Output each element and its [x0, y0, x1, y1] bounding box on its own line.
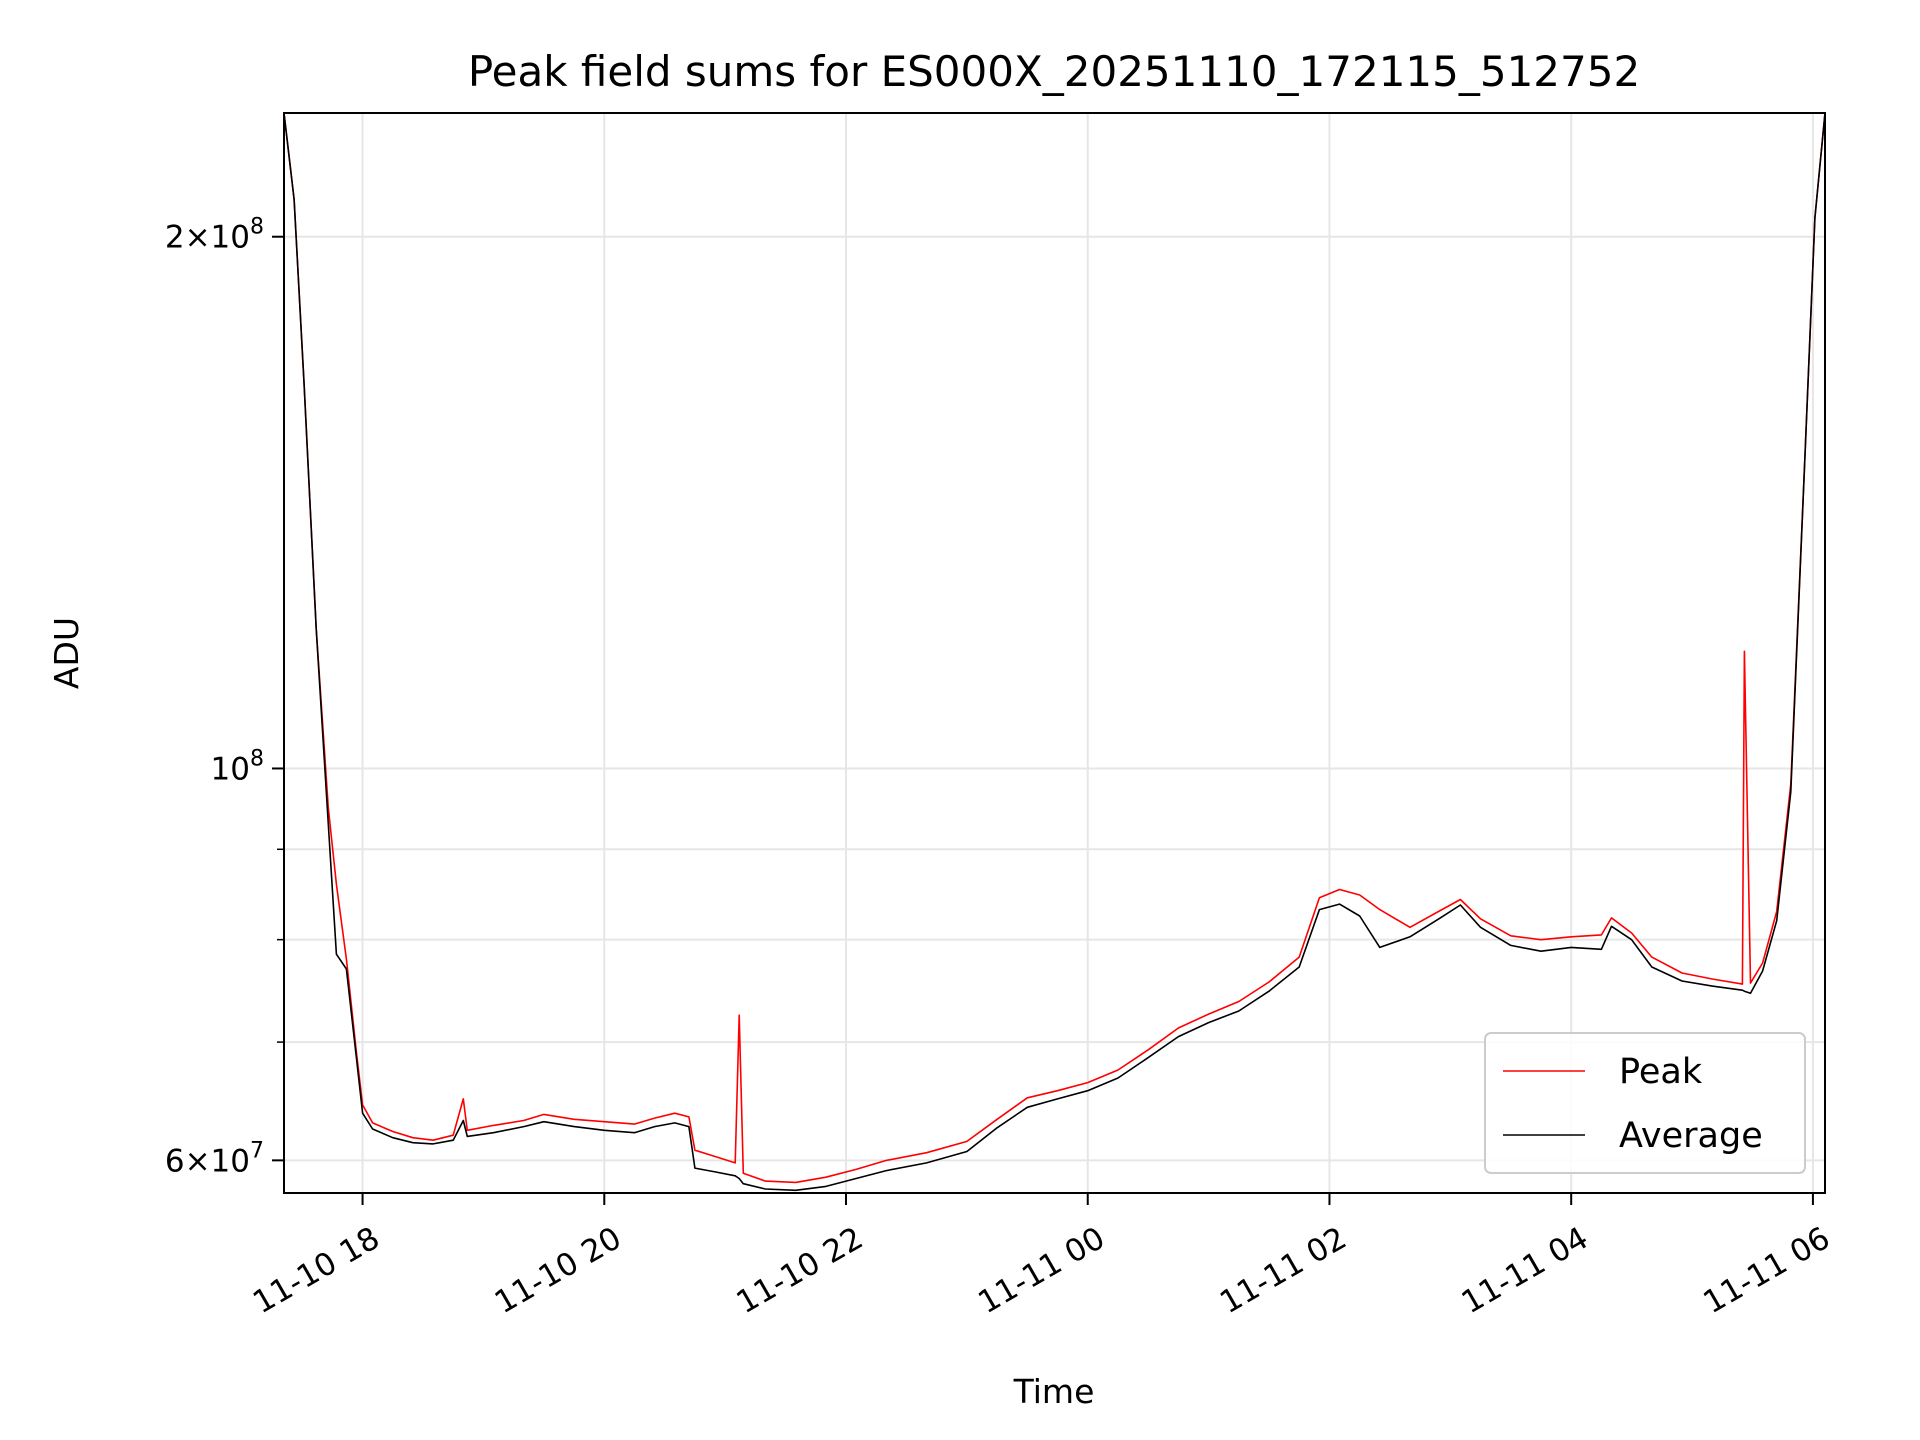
legend-box: [1484, 1032, 1806, 1174]
series-lines: [283, 112, 1826, 1192]
y-tick-label: 2×108: [165, 215, 264, 256]
legend: Peak Average: [1484, 1032, 1806, 1174]
y-tick-label-base: 6×10: [165, 1143, 250, 1179]
plot-frame: [283, 112, 1826, 1194]
y-tick-label: 6×107: [165, 1138, 264, 1179]
y-tick-label-exponent: 8: [250, 215, 264, 240]
y-tick-label: 108: [211, 746, 264, 787]
y-tick-label-exponent: 8: [250, 746, 264, 771]
legend-label-average: Average: [1619, 1116, 1763, 1156]
grid: [284, 113, 1825, 1193]
series-line-average: [283, 112, 1826, 1192]
y-tick-label-base: 2×10: [165, 220, 250, 256]
legend-label-peak: Peak: [1619, 1052, 1703, 1092]
y-tick-label-base: 10: [211, 751, 250, 787]
chart-title: Peak field sums for ES000X_20251110_1721…: [468, 47, 1640, 96]
series-line-peak: [283, 112, 1826, 1184]
y-tick-label-exponent: 7: [250, 1138, 264, 1163]
y-axis-label: ADU: [47, 617, 86, 689]
x-axis-label: Time: [1013, 1372, 1095, 1411]
